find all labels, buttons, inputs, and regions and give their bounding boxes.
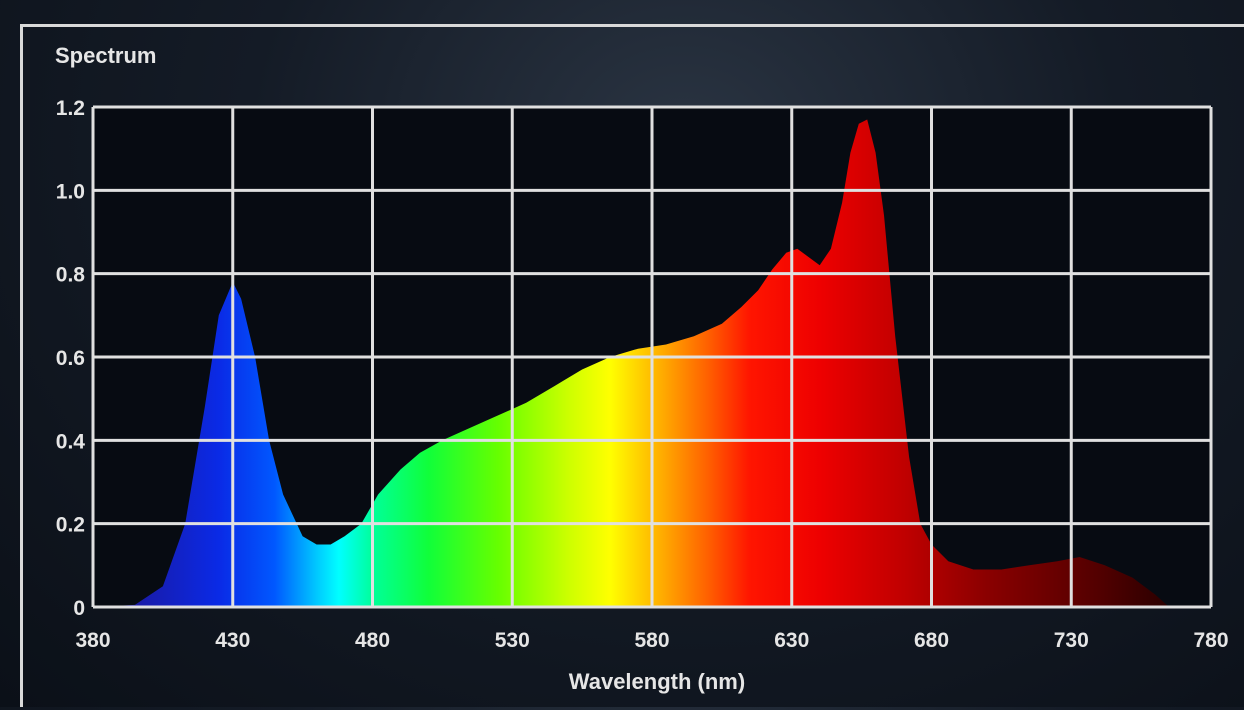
y-tick-label: 1.2: [56, 97, 85, 120]
y-tick-label: 0.4: [56, 430, 86, 453]
x-axis-label: Wavelength (nm): [569, 669, 745, 694]
spectrum-chart: 380 430 480 530 580 630 680 730 780 0 0.2 0.4 0.6 0.8…: [55, 43, 1229, 694]
label-layer: 380 430 480 530 580 630 680 730 780 0 0.2 0.4 0.6 0.8…: [56, 97, 1229, 652]
x-tick-label: 430: [215, 629, 250, 652]
x-tick-label: 680: [914, 629, 949, 652]
x-tick-label: 580: [634, 629, 669, 652]
x-tick-label: 530: [495, 629, 530, 652]
y-tick-label: 1.0: [56, 180, 85, 203]
spectrum-area-layer: [93, 119, 1170, 607]
y-tick-label: 0.8: [56, 264, 86, 287]
chart-panel: 380 430 480 530 580 630 680 730 780 0 0.2 0.4 0.6 0.8…: [20, 24, 1244, 707]
y-tick-label: 0: [73, 597, 85, 620]
x-tick-label: 780: [1193, 629, 1228, 652]
chart-title: Spectrum: [55, 43, 156, 68]
x-tick-label: 480: [355, 629, 390, 652]
x-tick-label: 380: [75, 629, 110, 652]
y-tick-label: 0.6: [56, 347, 85, 370]
x-tick-label: 730: [1054, 629, 1089, 652]
x-tick-label: 630: [774, 629, 809, 652]
y-tick-label: 0.2: [56, 514, 85, 537]
spectrum-area: [93, 119, 1170, 607]
grid-layer: [91, 105, 1213, 609]
